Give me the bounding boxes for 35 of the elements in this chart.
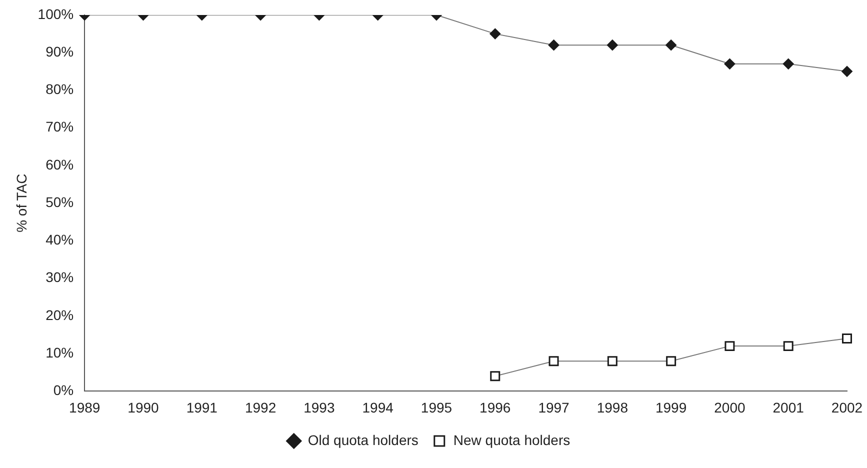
x-tick-label: 2000 xyxy=(714,399,746,416)
x-tick-label: 1996 xyxy=(480,399,511,416)
y-tick-label: 100% xyxy=(38,6,74,22)
y-tick-label: 30% xyxy=(46,269,74,286)
x-tick-label: 1989 xyxy=(69,399,100,416)
y-tick-label: 40% xyxy=(46,232,74,248)
x-tick-label: 1990 xyxy=(128,399,160,416)
y-axis-title: % of TAC xyxy=(13,174,30,232)
point xyxy=(842,334,852,344)
y-tick-label: 80% xyxy=(46,81,74,98)
x-tick-label: 1993 xyxy=(304,399,335,416)
y-tick-label: 60% xyxy=(46,156,74,172)
y-tick-label: 50% xyxy=(46,194,74,210)
y-tick-label: 10% xyxy=(46,344,74,360)
x-tick-label: 1997 xyxy=(538,399,570,416)
legend-label: Old quota holders xyxy=(308,432,418,448)
x-tick-label: 1991 xyxy=(186,399,218,416)
x-tick-label: 1995 xyxy=(420,399,452,416)
y-tick-label: 0% xyxy=(53,382,74,398)
point xyxy=(724,341,735,352)
point xyxy=(666,356,676,366)
x-tick-label: 1999 xyxy=(655,399,687,416)
legend-label: New quota holders xyxy=(453,432,570,448)
point xyxy=(490,371,500,382)
x-tick-label: 1998 xyxy=(596,399,628,416)
y-tick-label: 90% xyxy=(46,43,74,60)
y-tick-label: 20% xyxy=(46,306,74,323)
point xyxy=(548,356,559,366)
point xyxy=(783,341,794,352)
x-tick-label: 1994 xyxy=(362,399,394,416)
x-tick-label: 1992 xyxy=(244,399,276,416)
x-tick-label: 2001 xyxy=(772,399,804,416)
point xyxy=(607,356,618,366)
x-tick-label: 2002 xyxy=(831,399,863,416)
y-tick-label: 70% xyxy=(46,118,74,135)
